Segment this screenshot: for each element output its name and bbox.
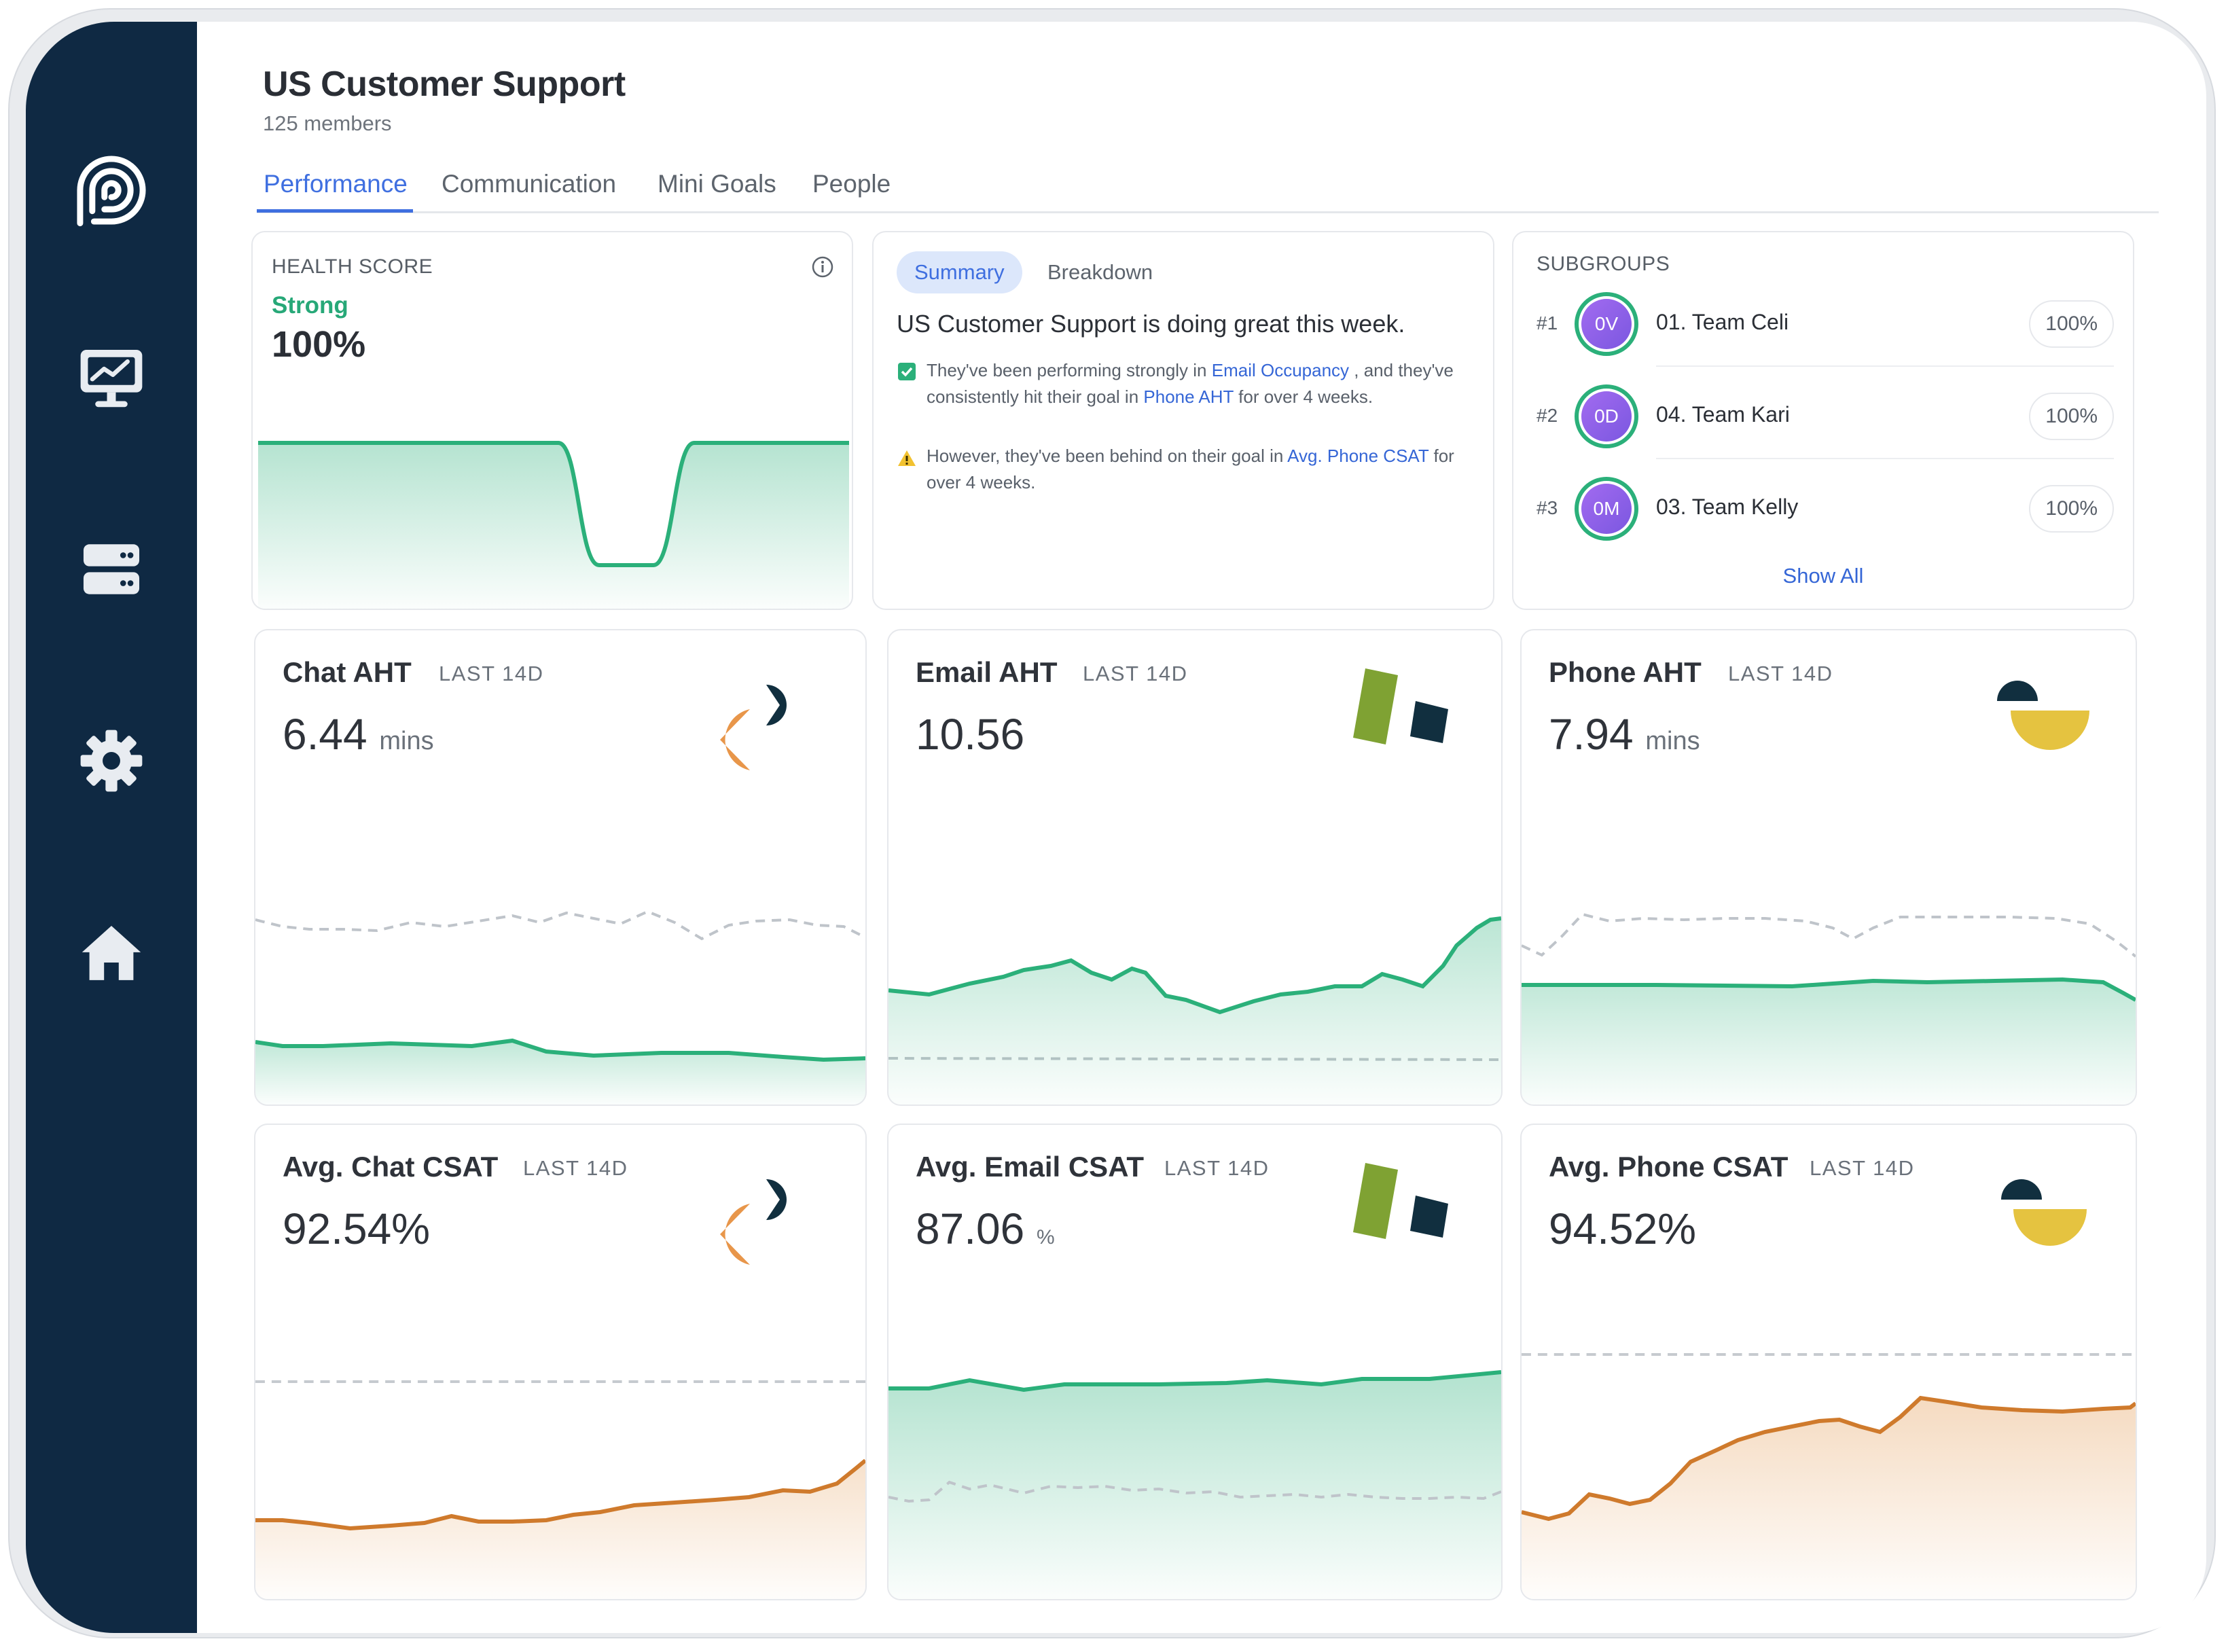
active-tab-indicator [257, 209, 413, 213]
avatar-initials: 0D [1581, 391, 1632, 442]
show-all-link[interactable]: Show All [1782, 564, 1864, 588]
avatar-initials: 0M [1581, 484, 1632, 534]
summary-warning: However, they've been behind on their go… [927, 446, 1454, 492]
home-icon[interactable] [75, 917, 148, 990]
chat-channel-icon [720, 1179, 787, 1265]
metric-period: LAST 14D [523, 1156, 628, 1180]
metric-period: LAST 14D [1164, 1156, 1270, 1180]
subgroup-row[interactable]: #1 0V 01. Team Celi 100% [1537, 283, 2114, 367]
subgroup-pct: 100% [2029, 393, 2114, 440]
metric-period: LAST 14D [1728, 662, 1833, 685]
subgroups-card: SUBGROUPS #1 0V 01. Team Celi 100% #2 0D… [1512, 231, 2134, 610]
avg-phone-csat-chart [1522, 1353, 2136, 1599]
divider [1656, 458, 2114, 459]
summary-headline: US Customer Support is doing great this … [897, 310, 1405, 338]
summary-card: Summary Breakdown US Customer Support is… [872, 231, 1494, 610]
link-email-occupancy[interactable]: Email Occupancy [1211, 360, 1350, 380]
subgroup-name: 03. Team Kelly [1656, 495, 1799, 519]
metric-value: 87.06 % [916, 1204, 1055, 1253]
subgroup-name: 04. Team Kari [1656, 402, 1790, 427]
phone-aht-chart [1522, 912, 2136, 1105]
avg-email-csat-chart [888, 1370, 1501, 1599]
device-frame: US Customer Support 125 members Performa… [8, 8, 2216, 1638]
metric-title: Avg. Phone CSAT [1549, 1151, 1789, 1183]
subgroup-row[interactable]: #2 0D 04. Team Kari 100% [1537, 375, 2114, 459]
metric-value: 6.44 mins [283, 710, 434, 759]
subgroup-rank: #3 [1537, 497, 1558, 518]
metric-value: 94.52% [1549, 1204, 1697, 1253]
health-status: Strong [272, 292, 348, 319]
tab-mini-goals[interactable]: Mini Goals [658, 170, 776, 198]
avatar-initials: 0V [1581, 299, 1632, 349]
breakdown-tab[interactable]: Breakdown [1047, 260, 1153, 284]
phone-channel-icon [1997, 681, 2089, 750]
member-count: 125 members [263, 111, 392, 135]
summary-tab[interactable]: Summary [897, 251, 1022, 293]
email-channel-icon [1353, 1163, 1448, 1239]
health-score-label: HEALTH SCORE [272, 255, 433, 278]
sidebar [26, 22, 197, 1633]
avatar: 0D [1575, 384, 1638, 448]
tab-communication[interactable]: Communication [442, 170, 617, 198]
metric-card-email-aht[interactable]: Email AHT LAST 14D 10.56 [887, 629, 1503, 1106]
subgroup-row[interactable]: #3 0M 03. Team Kelly 100% [1537, 467, 2114, 552]
avg-chat-csat-chart [255, 1380, 865, 1599]
gear-icon[interactable] [75, 724, 148, 797]
metric-title: Avg. Email CSAT [916, 1151, 1145, 1183]
metric-period: LAST 14D [1083, 662, 1188, 685]
subgroup-name: 01. Team Celi [1656, 310, 1789, 334]
app-screen: US Customer Support 125 members Performa… [26, 22, 2206, 1633]
metric-card-avg-email-csat[interactable]: Avg. Email CSAT LAST 14D 87.06 % [887, 1124, 1503, 1600]
link-phone-aht[interactable]: Phone AHT [1143, 387, 1234, 407]
email-aht-chart [888, 916, 1501, 1105]
subgroups-label: SUBGROUPS [1537, 253, 1670, 275]
avatar: 0M [1575, 477, 1638, 541]
metric-value: 10.56 [916, 710, 1025, 759]
health-score-card: HEALTH SCORE Strong 100% [251, 231, 853, 610]
metric-title: Avg. Chat CSAT [283, 1151, 499, 1183]
metric-card-avg-phone-csat[interactable]: Avg. Phone CSAT LAST 14D 94.52% [1520, 1124, 2137, 1600]
checkbox-icon [898, 363, 916, 380]
chat-aht-chart [255, 910, 865, 1105]
metric-title: Chat AHT [283, 656, 412, 688]
subgroup-rank: #2 [1537, 405, 1558, 426]
subgroup-pct: 100% [2029, 485, 2114, 533]
divider [1656, 365, 2114, 367]
main-content: US Customer Support 125 members Performa… [197, 22, 2206, 1633]
phone-channel-icon [2001, 1179, 2087, 1246]
tab-performance[interactable]: Performance [264, 170, 408, 198]
metric-title: Email AHT [916, 656, 1058, 688]
subgroup-pct: 100% [2029, 300, 2114, 348]
server-icon[interactable] [75, 533, 148, 606]
metric-card-phone-aht[interactable]: Phone AHT LAST 14D 7.94 mins [1520, 629, 2137, 1106]
logo-icon[interactable] [68, 147, 155, 234]
link-avg-phone-csat[interactable]: Avg. Phone CSAT [1287, 446, 1429, 466]
metric-period: LAST 14D [439, 662, 544, 685]
summary-positive: They've been performing strongly in Emai… [927, 360, 1454, 407]
metric-card-chat-aht[interactable]: Chat AHT LAST 14D 6.44 mins [254, 629, 867, 1106]
metric-title: Phone AHT [1549, 656, 1702, 688]
email-channel-icon [1353, 668, 1448, 744]
tab-bar: Performance Communication Mini Goals Peo… [257, 155, 2159, 213]
tab-people[interactable]: People [812, 170, 891, 198]
avatar: 0V [1575, 292, 1638, 356]
page-title: US Customer Support [263, 65, 626, 104]
metric-period: LAST 14D [1810, 1156, 1915, 1180]
metric-card-avg-chat-csat[interactable]: Avg. Chat CSAT LAST 14D 92.54% [254, 1124, 867, 1600]
info-icon[interactable] [811, 255, 834, 279]
metric-value: 92.54% [283, 1204, 431, 1253]
health-value: 100% [272, 324, 366, 365]
chat-channel-icon [720, 685, 787, 770]
subgroup-rank: #1 [1537, 312, 1558, 334]
health-score-chart [258, 441, 849, 609]
warning-icon [898, 450, 916, 466]
metric-value: 7.94 mins [1549, 710, 1700, 759]
monitor-chart-icon[interactable] [75, 341, 148, 414]
